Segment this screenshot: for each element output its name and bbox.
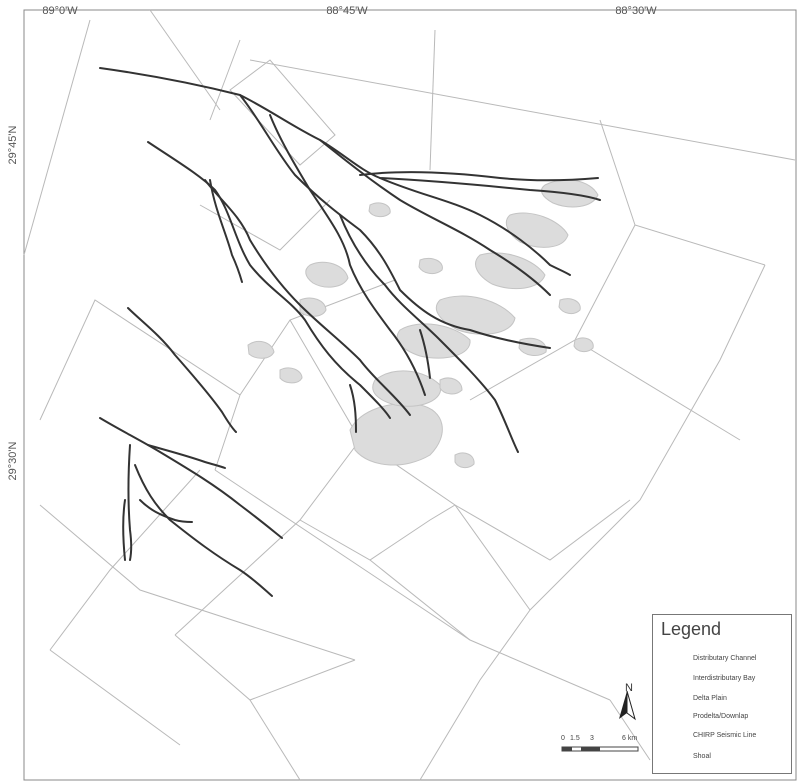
lat-label-2: 29°30'N bbox=[7, 441, 19, 480]
channel bbox=[122, 499, 126, 561]
lat-label-1: 29°45'N bbox=[7, 125, 19, 164]
survey-line bbox=[369, 559, 471, 641]
shoal bbox=[305, 261, 349, 288]
shoal bbox=[247, 341, 275, 359]
channel bbox=[99, 417, 283, 539]
survey-line bbox=[429, 29, 436, 171]
survey-line bbox=[599, 119, 636, 226]
legend-item-delta-plain: Delta Plain bbox=[693, 695, 727, 702]
survey-line bbox=[229, 59, 336, 166]
channel bbox=[147, 444, 226, 469]
channel bbox=[127, 444, 133, 561]
scale-label-3: 6 km bbox=[622, 735, 638, 742]
survey-line bbox=[609, 699, 651, 761]
channel bbox=[319, 139, 551, 296]
survey-line bbox=[174, 319, 361, 636]
survey-line bbox=[419, 609, 531, 781]
survey-line bbox=[249, 59, 796, 161]
survey-line bbox=[239, 279, 396, 396]
lon-label-1: 89°0'W bbox=[42, 5, 78, 17]
channel bbox=[99, 67, 601, 201]
legend-item-shoal: Shoal bbox=[693, 753, 711, 760]
shoal bbox=[573, 337, 594, 353]
north-arrow-icon bbox=[619, 690, 636, 721]
shoal bbox=[349, 403, 443, 466]
channel bbox=[239, 94, 551, 349]
survey-line bbox=[149, 9, 221, 111]
legend-item-chirp-seismic-line: CHIRP Seismic Line bbox=[693, 732, 757, 739]
survey-line bbox=[299, 504, 456, 561]
channel bbox=[127, 307, 237, 433]
map-legend: Legend Distributary Channel Interdistrib… bbox=[652, 614, 792, 774]
channel bbox=[379, 177, 571, 276]
shoal bbox=[299, 297, 327, 317]
channel bbox=[359, 171, 599, 182]
channel bbox=[147, 141, 391, 419]
survey-line bbox=[23, 19, 91, 256]
survey-line bbox=[49, 469, 201, 651]
survey-line bbox=[39, 299, 241, 471]
survey-line bbox=[39, 504, 356, 661]
scale-bar bbox=[561, 746, 639, 752]
scale-label-0: 0 bbox=[561, 735, 565, 742]
north-label: N bbox=[625, 682, 633, 694]
survey-line bbox=[529, 264, 766, 611]
shoal bbox=[454, 452, 475, 469]
survey-line bbox=[634, 224, 766, 266]
scale-label-1: 1.5 bbox=[570, 735, 580, 742]
distributary-channels bbox=[99, 67, 601, 597]
survey-line bbox=[209, 39, 241, 121]
survey-line bbox=[249, 699, 301, 781]
shoal bbox=[518, 337, 547, 356]
survey-line bbox=[174, 634, 356, 701]
legend-item-distributary-channel: Distributary Channel bbox=[693, 655, 757, 662]
channel bbox=[269, 114, 426, 396]
scale-label-2: 3 bbox=[590, 735, 594, 742]
shoal bbox=[558, 298, 581, 315]
shoal-areas bbox=[247, 179, 599, 469]
channel bbox=[339, 214, 519, 453]
shoal bbox=[418, 257, 443, 275]
shoal bbox=[475, 252, 546, 290]
shoal bbox=[439, 377, 463, 395]
channel bbox=[139, 499, 193, 523]
channel bbox=[204, 179, 411, 416]
channel bbox=[419, 329, 431, 379]
shoal bbox=[279, 367, 303, 384]
survey-line bbox=[359, 439, 531, 611]
shoal bbox=[368, 202, 391, 218]
lon-label-3: 88°30'W bbox=[615, 5, 657, 17]
legend-item-interdistributary-bay: Interdistributary Bay bbox=[693, 675, 756, 682]
chirp-seismic-lines bbox=[23, 9, 796, 781]
survey-line bbox=[49, 649, 181, 746]
survey-line bbox=[574, 339, 741, 441]
channel bbox=[209, 179, 243, 283]
survey-line bbox=[214, 469, 611, 701]
survey-line bbox=[454, 499, 631, 561]
channel bbox=[349, 384, 357, 433]
shoal bbox=[435, 295, 516, 335]
map-frame bbox=[23, 9, 797, 781]
survey-line bbox=[199, 199, 331, 251]
channel bbox=[134, 464, 273, 597]
legend-title: Legend bbox=[661, 619, 722, 639]
shoal bbox=[505, 212, 569, 248]
lon-label-2: 88°45'W bbox=[326, 5, 368, 17]
shoal bbox=[372, 370, 442, 407]
legend-item-prodelta-downlap: Prodelta/Downlap bbox=[693, 713, 749, 720]
